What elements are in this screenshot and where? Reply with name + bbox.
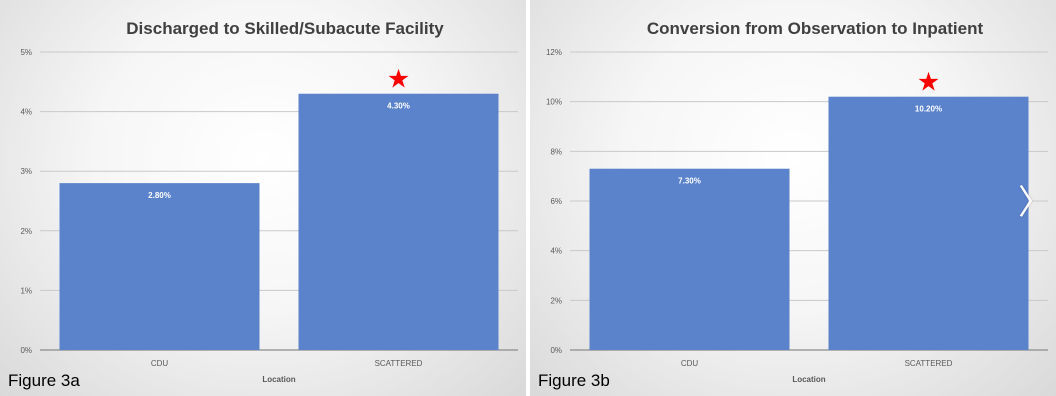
y-tick-label: 2% <box>20 227 32 236</box>
y-tick-label: 4% <box>20 108 32 117</box>
chart-title: Conversion from Observation to Inpatient <box>647 19 984 38</box>
chart-svg: Conversion from Observation to Inpatient… <box>546 19 1048 384</box>
x-axis-label: Location <box>262 375 295 384</box>
bar-scattered <box>298 93 499 350</box>
data-label: 7.30% <box>678 177 701 186</box>
bar-cdu <box>59 183 260 350</box>
y-tick-label: 0% <box>550 346 562 355</box>
y-tick-label: 3% <box>20 167 32 176</box>
chart-svg: Discharged to Skilled/Subacute Facility 0… <box>20 19 518 384</box>
figure-label: Figure 3b <box>538 371 610 390</box>
bar-cdu <box>589 168 790 350</box>
panel-divider <box>526 0 530 396</box>
data-label: 2.80% <box>148 191 171 200</box>
y-tick-label: 12% <box>546 48 562 57</box>
y-tick-label: 4% <box>550 247 562 256</box>
figure-label: Figure 3a <box>8 371 80 390</box>
x-tick-label: SCATTERED <box>375 359 423 368</box>
chevron-right-icon[interactable]: 〉 <box>1018 183 1052 223</box>
y-tick-label: 6% <box>550 197 562 206</box>
x-tick-label: CDU <box>681 359 699 368</box>
chart-panel-figure-3b: Conversion from Observation to Inpatient… <box>530 0 1056 396</box>
x-tick-label: SCATTERED <box>905 359 953 368</box>
data-label: 4.30% <box>387 102 410 111</box>
chart-panel-figure-3a: Discharged to Skilled/Subacute Facility 0… <box>0 0 526 396</box>
chart-title: Discharged to Skilled/Subacute Facility <box>126 19 444 38</box>
x-axis-label: Location <box>792 375 825 384</box>
y-tick-label: 1% <box>20 286 32 295</box>
y-tick-label: 0% <box>20 346 32 355</box>
star-annotation: ★ <box>387 65 410 95</box>
star-annotation: ★ <box>917 68 940 98</box>
x-tick-label: CDU <box>151 359 169 368</box>
y-tick-label: 2% <box>550 296 562 305</box>
y-tick-label: 5% <box>20 48 32 57</box>
y-tick-label: 10% <box>546 98 562 107</box>
bar-scattered <box>828 96 1029 350</box>
data-label: 10.20% <box>915 105 942 114</box>
y-tick-label: 8% <box>550 147 562 156</box>
